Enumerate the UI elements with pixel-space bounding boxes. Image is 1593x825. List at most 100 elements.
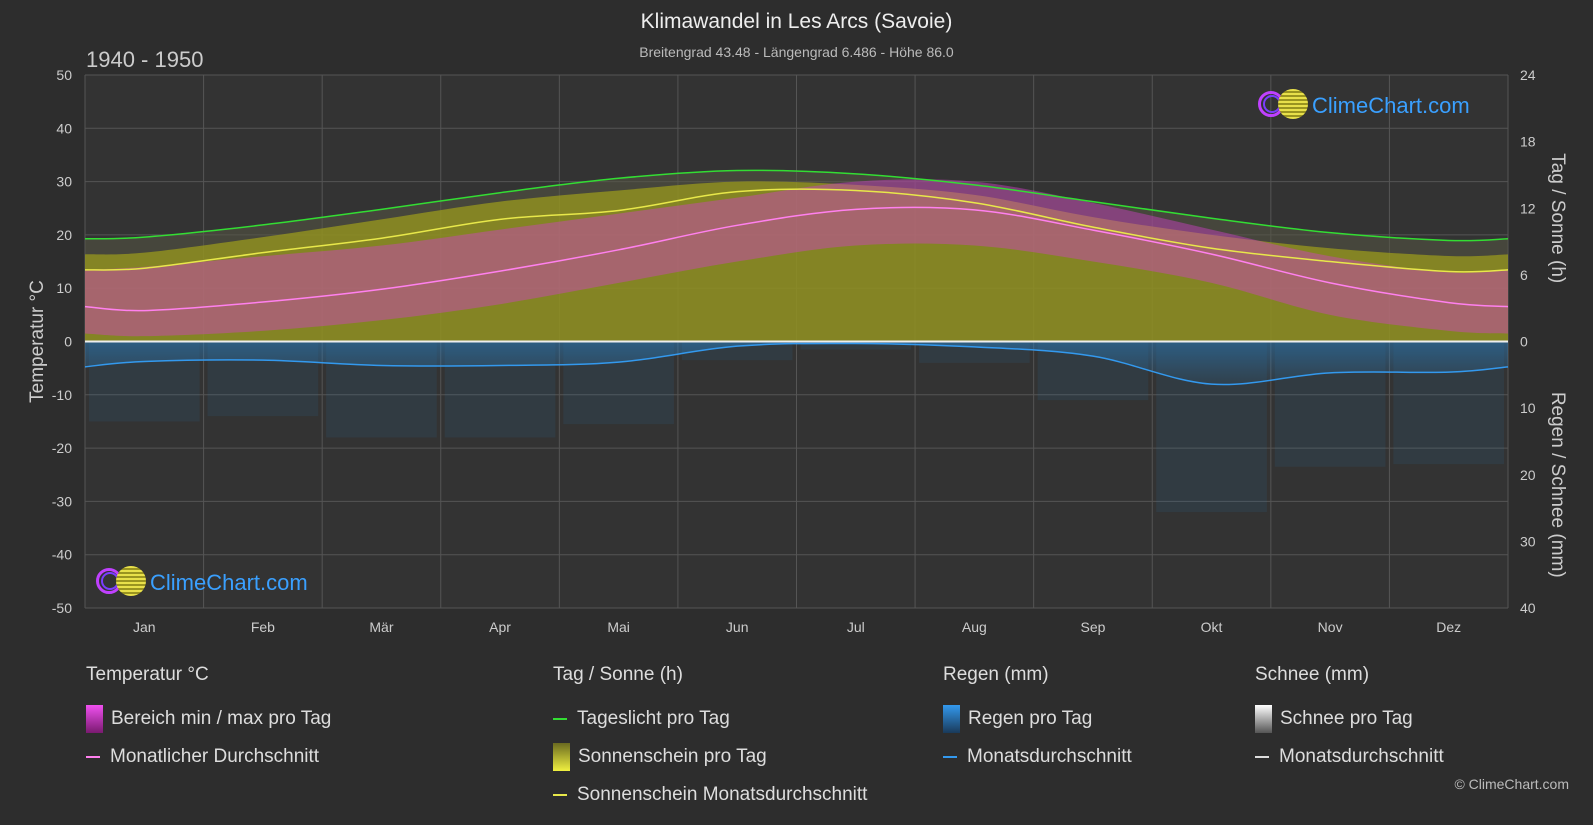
y-tick-left: 20	[56, 227, 72, 243]
legend-item: Bereich min / max pro Tag	[86, 700, 331, 738]
x-tick-label: Sep	[1080, 619, 1105, 635]
legend-label: Monatsdurchschnitt	[1279, 746, 1444, 767]
daylight-line	[84, 169, 1509, 242]
climechart-logo-icon	[96, 566, 146, 600]
sunshine-swatch	[553, 743, 570, 771]
y-tick-left: -10	[52, 387, 72, 403]
legend-label: Schnee pro Tag	[1280, 708, 1413, 729]
y-axis-title-right-rain: Regen / Schnee (mm)	[1547, 392, 1568, 578]
y-axis-title-right-sun: Tag / Sonne (h)	[1547, 153, 1568, 283]
legend-title: Schnee (mm)	[1255, 664, 1370, 685]
legend-item: Monatsdurchschnitt	[1255, 738, 1444, 776]
rain-bar	[1156, 341, 1267, 513]
y-tick-right-sun: 6	[1520, 267, 1528, 283]
y-tick-right-sun: 18	[1520, 134, 1536, 150]
temperature-range-area	[85, 179, 1508, 337]
legend-label: Monatsdurchschnitt	[967, 746, 1132, 767]
legend-item: Sonnenschein Monatsdurchschnitt	[553, 776, 867, 814]
legend-item: Regen pro Tag	[943, 700, 1132, 738]
temperature-avg-line	[84, 206, 1509, 312]
legend-title: Temperatur °C	[86, 664, 209, 685]
y-tick-right-rain: 30	[1520, 533, 1536, 549]
x-tick-label: Aug	[962, 619, 987, 635]
x-tick-label: Mai	[607, 619, 630, 635]
rain-bar	[207, 341, 319, 417]
x-tick-label: Mär	[369, 619, 393, 635]
rain-bar	[563, 341, 674, 425]
rain-area-fill	[85, 341, 1508, 385]
x-tick-label: Jul	[847, 619, 865, 635]
y-tick-left: 10	[56, 280, 72, 296]
brand-logo-bottom[interactable]: ClimeChart.com	[96, 566, 308, 600]
y-tick-right-sun: 24	[1520, 67, 1536, 83]
brand-logo-top[interactable]: ClimeChart.com	[1258, 89, 1470, 123]
rain-bar	[681, 341, 793, 361]
rain-bar	[1037, 341, 1149, 401]
snow-avg-swatch	[1255, 756, 1269, 758]
y-tick-left: -30	[52, 493, 72, 509]
rain-bar	[800, 341, 912, 350]
y-tick-left: 40	[56, 120, 72, 136]
brand-text: ClimeChart.com	[150, 570, 308, 595]
legend-item: Schnee pro Tag	[1255, 700, 1444, 738]
rain-avg-swatch	[943, 756, 957, 758]
sunshine-avg-line	[84, 188, 1509, 273]
axes: 50 40 30 20 10 0 -10 -20 -30 -40 -50 24 18 12 6 0 10 20 30…	[27, 67, 1568, 635]
rain-bar	[444, 341, 556, 438]
snow-swatch	[1255, 705, 1272, 733]
x-tick-label: Nov	[1318, 619, 1343, 635]
rain-area	[85, 341, 1508, 513]
sunshine-area	[85, 181, 1508, 342]
x-tick-label: Dez	[1436, 619, 1461, 635]
rain-bar	[1393, 341, 1504, 465]
rain-bar	[1274, 341, 1386, 467]
legend-item: Monatsdurchschnitt	[943, 738, 1132, 776]
rain-bar	[919, 341, 1030, 363]
temp-avg-swatch	[86, 756, 100, 758]
legend-item: Tageslicht pro Tag	[553, 700, 867, 738]
rain-bar	[326, 341, 437, 438]
chart-title: Klimawandel in Les Arcs (Savoie)	[640, 10, 953, 33]
y-tick-right-rain: 40	[1520, 600, 1536, 616]
x-tick-label: Jan	[133, 619, 156, 635]
legend-label: Sonnenschein Monatsdurchschnitt	[577, 784, 868, 805]
brand-text: ClimeChart.com	[1312, 93, 1470, 118]
legend-label: Monatlicher Durchschnitt	[110, 746, 320, 767]
legend-label: Tageslicht pro Tag	[577, 708, 730, 729]
legend-title: Regen (mm)	[943, 664, 1049, 685]
y-tick-left: -50	[52, 600, 72, 616]
climechart-logo-icon	[1258, 89, 1308, 123]
legend-item: Sonnenschein pro Tag	[553, 738, 867, 776]
y-tick-right-rain: 10	[1520, 400, 1536, 416]
y-tick-left: -20	[52, 440, 72, 456]
sunshine-avg-swatch	[553, 794, 567, 796]
y-tick-left: 50	[56, 67, 72, 83]
legend-label: Bereich min / max pro Tag	[111, 708, 332, 729]
legend-snow: Schnee (mm) Schnee pro Tag Monatsdurchsc…	[1255, 664, 1444, 776]
x-tick-label: Okt	[1201, 619, 1223, 635]
daylight-swatch	[553, 718, 567, 720]
legend-title: Tag / Sonne (h)	[553, 664, 683, 685]
series-lines	[84, 169, 1509, 386]
y-axis-title-left: Temperatur °C	[27, 280, 48, 403]
y-tick-left: 0	[64, 334, 72, 350]
y-tick-right-sun: 0	[1520, 334, 1528, 350]
rain-swatch	[943, 705, 960, 733]
temperature-range-fill	[85, 179, 1508, 337]
sunshine-area-fill	[85, 181, 1508, 342]
y-tick-right-sun: 12	[1520, 200, 1536, 216]
x-tick-label: Jun	[726, 619, 749, 635]
copyright: © ClimeChart.com	[1454, 776, 1569, 792]
legend-temperature: Temperatur °C Bereich min / max pro Tag …	[86, 664, 331, 776]
legend-sun: Tag / Sonne (h) Tageslicht pro Tag Sonne…	[553, 664, 867, 814]
y-tick-left: -40	[52, 547, 72, 563]
temp-range-swatch	[86, 705, 103, 733]
legend-label: Regen pro Tag	[968, 708, 1093, 729]
legend-rain: Regen (mm) Regen pro Tag Monatsdurchschn…	[943, 664, 1132, 776]
x-tick-label: Apr	[489, 619, 511, 635]
x-tick-label: Feb	[251, 619, 275, 635]
y-tick-right-rain: 20	[1520, 467, 1536, 483]
legend-item: Monatlicher Durchschnitt	[86, 738, 331, 776]
rain-avg-line	[84, 342, 1509, 386]
